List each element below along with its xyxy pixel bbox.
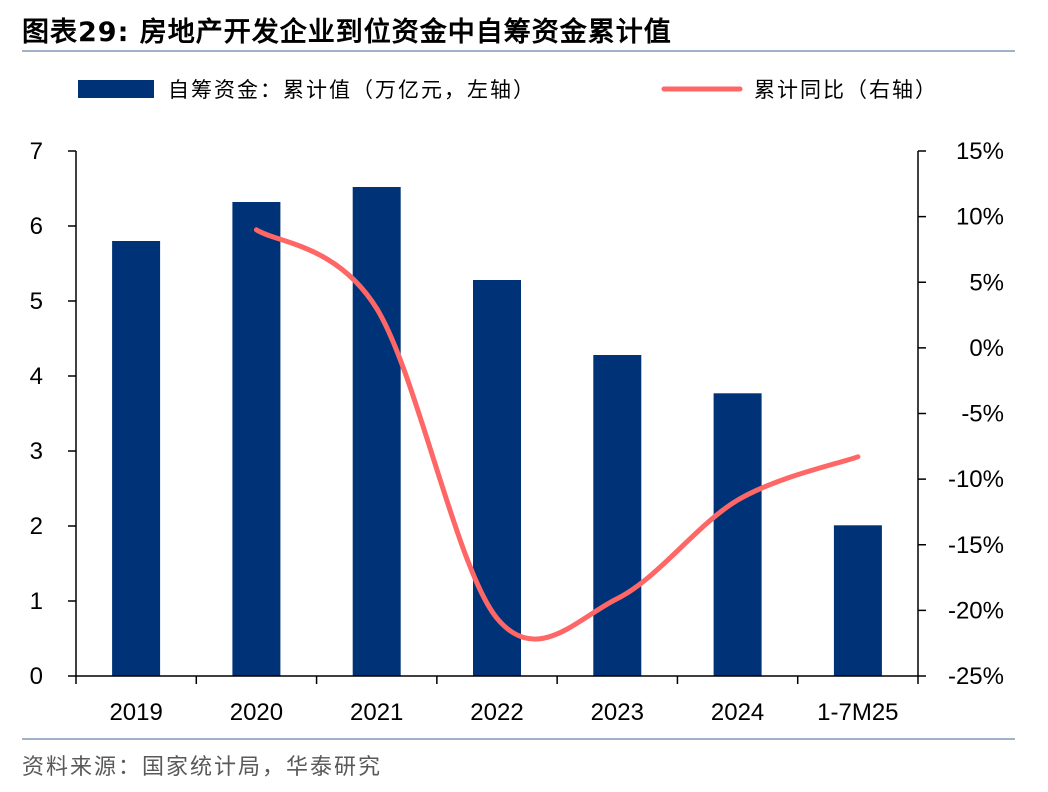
right-axis-tick-label: 15% [956,138,1004,165]
source-note: 资料来源：国家统计局，华泰研究 [22,755,383,780]
x-axis-tick-label: 2019 [109,699,162,726]
right-axis-tick-label: 5% [969,269,1004,296]
left-axis-tick-label: 2 [30,513,43,540]
legend-label-bar: 自筹资金：累计值（万亿元，左轴） [168,78,536,102]
right-axis-tick-label: -20% [948,597,1004,624]
title-rule [22,50,1015,52]
right-axis-tick-label: 10% [956,204,1004,231]
x-axis-tick-label: 2024 [711,699,764,726]
right-axis-tick-label: -10% [948,466,1004,493]
left-axis-tick-label: 4 [30,363,43,390]
line-series [253,227,861,642]
line-yoy [253,227,861,642]
bar-2020 [232,202,281,676]
x-axis-tick-label: 2023 [591,699,644,726]
legend: 自筹资金：累计值（万亿元，左轴） 累计同比（右轴） [78,78,938,102]
bar-2021 [352,187,401,676]
source-rule [22,738,1015,740]
legend-label-line: 累计同比（右轴） [754,78,938,102]
left-axis-tick-label: 3 [30,438,43,465]
x-axis-tick-label: 1-7M25 [817,699,898,726]
x-axis-tick-label: 2021 [350,699,403,726]
right-axis-tick-label: 0% [969,335,1004,362]
bar-2022 [473,280,521,676]
left-axis-tick-label: 0 [30,663,43,690]
bar-2023 [593,355,642,676]
axes: 0 1 2 3 4 5 6 7 -25% -20% -15% -10% -5% 0% 5% 10% 15% 201… [30,138,1004,726]
legend-swatch-bar [78,80,154,98]
bar-2019 [112,241,161,676]
left-axis-tick-label: 7 [30,138,43,165]
right-axis-tick-label: -25% [948,663,1004,690]
bar-2024 [713,393,762,677]
left-axis-tick-label: 1 [30,588,43,615]
right-axis-tick-label: -15% [948,532,1004,559]
left-axis-tick-label: 5 [30,288,43,315]
bar-series [112,187,882,677]
x-axis-tick-label: 2022 [470,699,523,726]
right-axis-tick-label: -5% [961,401,1004,428]
figure-title: 图表29: 房地产开发企业到位资金中自筹资金累计值 [22,17,672,48]
x-axis-tick-label: 2020 [230,699,283,726]
bar-1-7M25 [833,525,882,677]
left-axis-tick-label: 6 [30,213,43,240]
